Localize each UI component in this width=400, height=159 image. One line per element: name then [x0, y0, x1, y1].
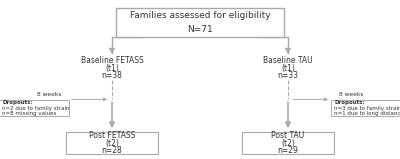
FancyBboxPatch shape [242, 132, 334, 154]
Text: N=71: N=71 [187, 25, 213, 34]
FancyBboxPatch shape [0, 100, 69, 116]
FancyBboxPatch shape [66, 132, 158, 154]
Text: (t2): (t2) [105, 139, 119, 148]
Text: n=38: n=38 [102, 71, 122, 80]
Text: n=28: n=28 [102, 146, 122, 155]
Text: Dropouts:: Dropouts: [2, 100, 33, 105]
FancyBboxPatch shape [331, 100, 400, 116]
Text: 8 weeks: 8 weeks [339, 92, 363, 97]
Text: Baseline TAU: Baseline TAU [263, 56, 313, 66]
FancyBboxPatch shape [116, 8, 284, 37]
Text: n=2 due to family strain: n=2 due to family strain [2, 106, 70, 111]
Text: n=33: n=33 [278, 71, 298, 80]
Text: 8 weeks: 8 weeks [37, 92, 61, 97]
Text: (t2): (t2) [281, 139, 295, 148]
Text: Baseline FETASS: Baseline FETASS [81, 56, 143, 66]
Text: Families assessed for eligibility: Families assessed for eligibility [130, 11, 270, 20]
Text: Post TAU: Post TAU [271, 131, 305, 140]
Text: Dropouts:: Dropouts: [334, 100, 365, 105]
Text: (t1): (t1) [105, 64, 119, 73]
Text: (t1): (t1) [281, 64, 295, 73]
Text: n=3 due to family strain: n=3 due to family strain [334, 106, 400, 111]
Text: n=29: n=29 [278, 146, 298, 155]
Text: Post FETASS: Post FETASS [89, 131, 135, 140]
Text: n=8 missing values: n=8 missing values [2, 111, 56, 116]
Text: n=1 due to long distance: n=1 due to long distance [334, 111, 400, 116]
